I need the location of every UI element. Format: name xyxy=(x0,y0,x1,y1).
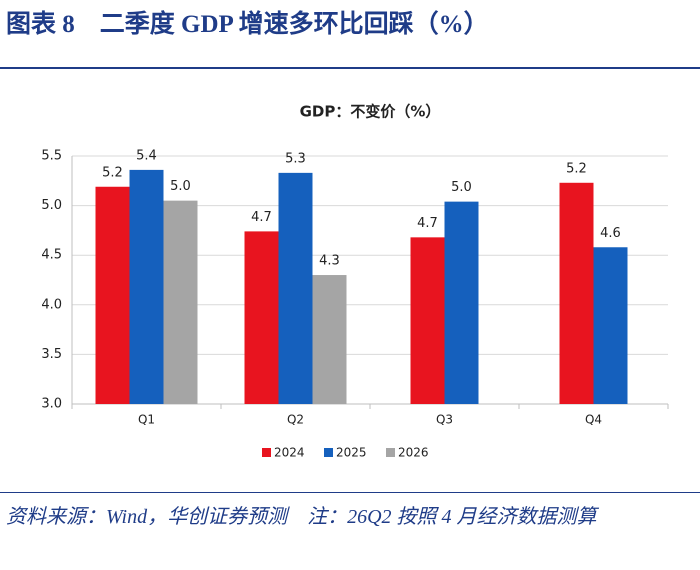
bar xyxy=(278,172,313,404)
chart: GDP：不变价（%） 3.0 3.5 4.0 4.5 5.0 5.5 Q1 5.2 5.4 5.0… xyxy=(41,103,669,460)
data-label: 5.2 xyxy=(102,165,123,180)
bar xyxy=(163,200,198,404)
legend-swatch xyxy=(324,448,333,457)
figure-title: 图表 8 二季度 GDP 增速多环比回踩（%） xyxy=(6,11,489,38)
y-tick-label: 4.5 xyxy=(41,248,62,263)
y-tick-label: 3.5 xyxy=(41,347,62,362)
data-label: 4.7 xyxy=(417,216,438,231)
bar xyxy=(95,186,130,404)
bar xyxy=(244,231,279,404)
data-label: 4.6 xyxy=(600,226,621,241)
bar xyxy=(593,247,628,404)
data-label: 4.7 xyxy=(251,210,272,225)
bar xyxy=(129,169,164,404)
header-rule xyxy=(0,67,700,69)
data-label: 4.3 xyxy=(319,254,340,269)
source-note: 资料来源：Wind，华创证券预测 注：26Q2 按照 4 月经济数据测算 xyxy=(6,506,597,528)
y-tick-label: 4.0 xyxy=(41,297,62,312)
chart-title: GDP：不变价（%） xyxy=(300,103,441,121)
y-tick-label: 5.0 xyxy=(41,198,62,213)
x-tick-label: Q4 xyxy=(585,413,602,427)
data-label: 5.4 xyxy=(136,148,157,163)
bar xyxy=(312,275,347,404)
y-tick-label: 5.5 xyxy=(41,149,62,164)
legend-swatch xyxy=(262,448,271,457)
x-tick-label: Q2 xyxy=(287,413,304,427)
bar xyxy=(444,201,479,404)
data-label: 5.0 xyxy=(451,180,472,195)
x-tick-label: Q3 xyxy=(436,413,453,427)
footer-rule xyxy=(0,492,700,493)
data-label: 5.3 xyxy=(285,151,306,166)
bar xyxy=(559,182,594,404)
x-tick-label: Q1 xyxy=(138,413,155,427)
legend-label: 2025 xyxy=(336,446,367,460)
data-label: 5.2 xyxy=(566,161,587,176)
legend-label: 2026 xyxy=(398,446,429,460)
bar xyxy=(410,237,445,404)
y-tick-label: 3.0 xyxy=(41,397,62,412)
legend-label: 2024 xyxy=(274,446,305,460)
legend-swatch xyxy=(386,448,395,457)
data-label: 5.0 xyxy=(170,179,191,194)
